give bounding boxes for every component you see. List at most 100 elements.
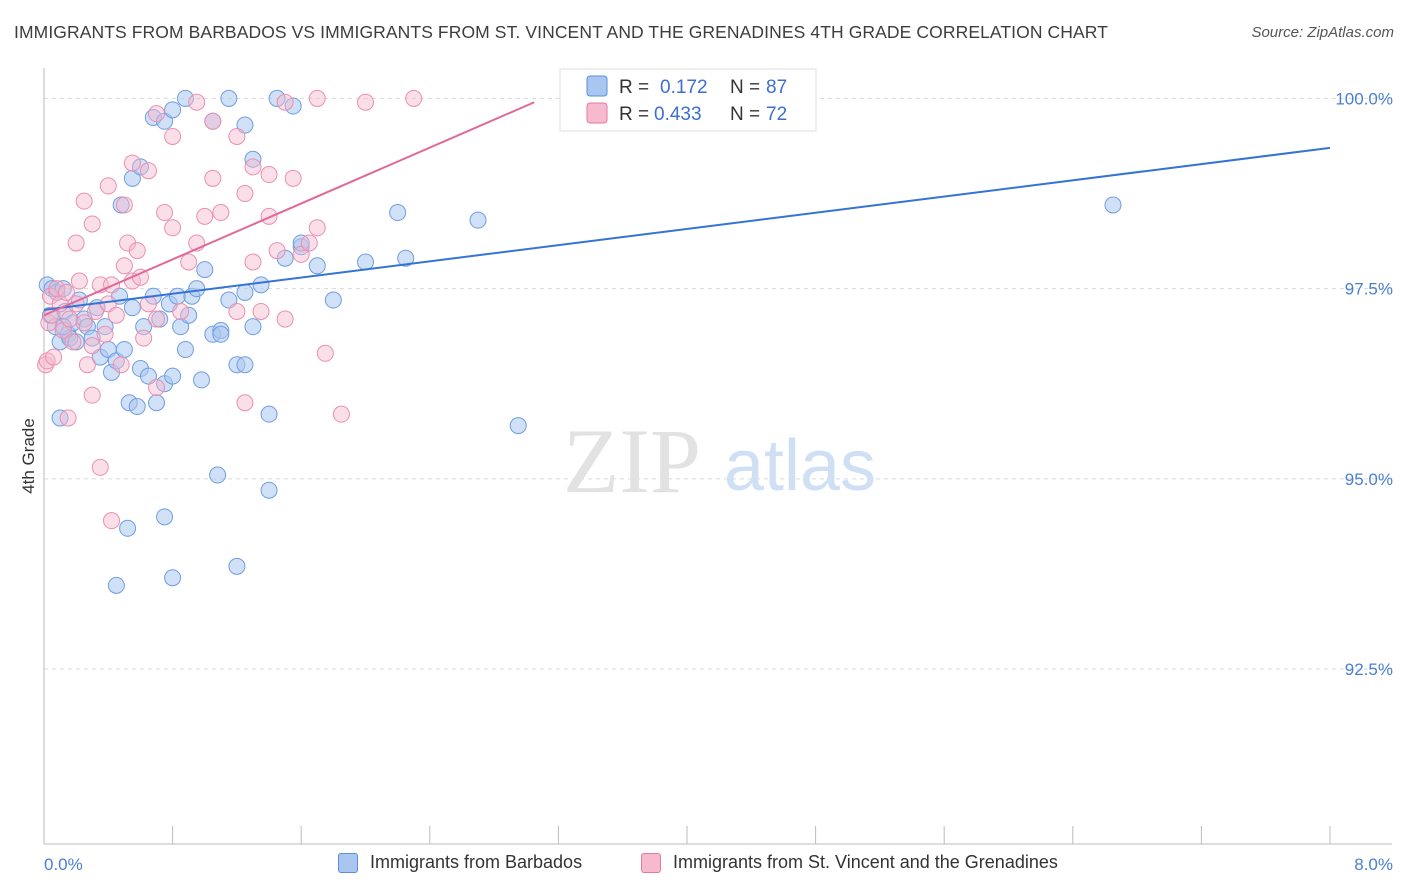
bottom-legend-label-stvincent: Immigrants from St. Vincent and the Gren… [673, 852, 1058, 872]
chart-title: IMMIGRANTS FROM BARBADOS VS IMMIGRANTS F… [14, 22, 1109, 42]
stvincent-point-39 [212, 204, 230, 222]
stvincent-point-58 [139, 162, 157, 180]
watermark: ZIP atlas [563, 410, 876, 512]
bottom-legend-swatch-stvincent [641, 852, 661, 873]
watermark-atlas: atlas [724, 426, 876, 506]
stvincent-trend-line [43, 101, 535, 317]
stvincent-point-76 [148, 379, 166, 397]
stvincent-point-53 [75, 192, 93, 210]
barbados-point-38 [176, 340, 194, 358]
stvincent-point-75 [332, 405, 350, 423]
stvincent-point-69 [405, 89, 423, 107]
barbados-point-39 [180, 306, 198, 324]
stvincent-point-61 [188, 93, 206, 111]
barbados-point-61 [164, 101, 182, 119]
trend-lines [43, 101, 1331, 317]
bottom-legend-label-barbados: Immigrants from Barbados [370, 852, 583, 872]
stvincent-point-63 [228, 127, 246, 145]
barbados-point-35 [164, 367, 182, 385]
stvincent-point-46 [276, 310, 294, 328]
barbados-point-83 [509, 417, 527, 435]
stvincent-point-22 [107, 306, 125, 324]
barbados-point-77 [119, 519, 137, 537]
barbados-point-51 [260, 405, 278, 423]
stvincent-point-40 [228, 302, 246, 320]
bottom-legend-swatch-barbados [338, 852, 358, 873]
y-tick-label-0: 92.5% [1345, 660, 1393, 679]
y-tick-label-3: 100.0% [1335, 89, 1393, 108]
x-tick-labels: 0.0% 8.0% [44, 855, 1393, 874]
stvincent-point-73 [103, 512, 121, 530]
legend-swatch-barbados [586, 75, 608, 97]
barbados-point-72 [397, 249, 415, 267]
barbados-point-85 [236, 356, 254, 374]
stvincent-point-71 [59, 409, 77, 427]
stvincent-point-70 [83, 386, 101, 404]
stvincent-point-15 [78, 356, 96, 374]
stvincent-point-50 [308, 219, 326, 237]
barbados-point-84 [1104, 196, 1122, 214]
stvincent-point-35 [180, 253, 198, 271]
stvincent-point-68 [357, 93, 374, 111]
barbados-point-86 [212, 325, 230, 343]
stvincent-point-72 [91, 458, 109, 476]
bottom-legend-item-barbados: Immigrants from Barbados [338, 852, 582, 873]
stvincent-point-21 [103, 276, 121, 294]
y-tick-label-1: 95.0% [1345, 470, 1393, 489]
bottom-legend-item-stvincent: Immigrants from St. Vincent and the Gren… [641, 852, 1058, 873]
stvincent-point-23 [112, 356, 130, 374]
stvincent-point-31 [148, 310, 166, 328]
stvincent-point-57 [123, 154, 141, 172]
stvincent-point-60 [164, 127, 182, 145]
stvincent-point-29 [135, 329, 153, 347]
legend-r-label-stvincent: R = [619, 104, 649, 125]
legend-r-value-stvincent: 0.433 [654, 104, 702, 125]
stvincent-point-62 [204, 112, 222, 130]
barbados-point-49 [244, 318, 262, 336]
barbados-point-80 [209, 466, 227, 484]
stvincent-point-59 [148, 105, 166, 123]
stvincent-point-27 [128, 242, 146, 260]
legend-n-label-stvincent: N = [730, 104, 760, 125]
stvincent-point-37 [196, 207, 214, 225]
stvincent-point-52 [67, 234, 85, 252]
barbados-point-64 [220, 89, 238, 107]
stvincent-point-66 [276, 93, 294, 111]
stvincent-point-10 [61, 310, 79, 328]
stvincent-point-33 [164, 219, 182, 237]
stvincent-point-14 [75, 314, 93, 332]
barbados-point-42 [193, 371, 211, 389]
barbados-point-58 [131, 158, 149, 176]
barbados-point-54 [308, 257, 326, 275]
legend-swatch-stvincent [586, 102, 608, 124]
stvincent-point-42 [244, 253, 262, 271]
x-tick-label-1: 8.0% [1354, 855, 1393, 874]
barbados-point-25 [123, 299, 141, 317]
barbados-point-41 [188, 280, 206, 298]
legend: R = 0.172 N = 87 R = 0.433 N = 72 [559, 68, 817, 132]
stvincent-point-34 [172, 302, 190, 320]
barbados-point-81 [228, 557, 246, 575]
barbados-point-55 [324, 291, 342, 309]
stvincent-point-51 [316, 344, 334, 362]
barbados-trend-line [43, 146, 1331, 311]
stvincent-point-47 [284, 169, 302, 187]
barbados-point-23 [115, 340, 133, 358]
x-tick-label-0: 0.0% [44, 855, 83, 874]
stvincent-point-54 [83, 215, 101, 233]
watermark-zip: ZIP [563, 410, 701, 512]
barbados-point-43 [196, 261, 214, 279]
stvincent-point-9 [58, 283, 76, 301]
stvincent-point-44 [260, 207, 278, 225]
legend-n-label-barbados: N = [730, 77, 760, 98]
barbados-point-48 [236, 283, 254, 301]
legend-n-value-stvincent: 72 [766, 104, 787, 125]
stvincent-point-11 [64, 333, 82, 351]
barbados-point-36 [168, 287, 186, 305]
stvincent-point-49 [300, 234, 318, 252]
stvincent-point-16 [83, 337, 101, 355]
source-label: Source: ZipAtlas.com [1251, 24, 1394, 41]
y-tick-labels: 92.5% 95.0% 97.5% 100.0% [1335, 89, 1393, 679]
stvincent-point-19 [96, 325, 114, 343]
legend-r-label-barbados: R = [619, 77, 649, 98]
